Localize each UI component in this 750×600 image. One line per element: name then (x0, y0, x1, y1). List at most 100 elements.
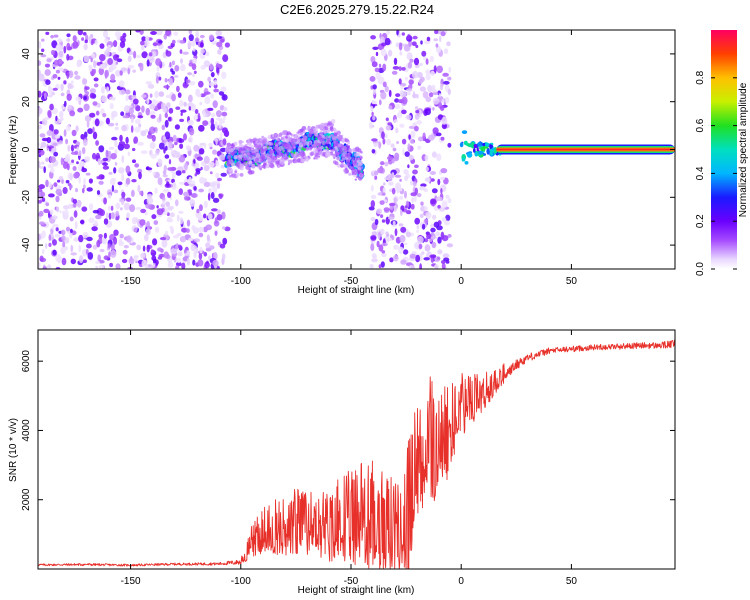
noise-cell (79, 160, 85, 167)
noise-cell (109, 103, 114, 110)
noise-cell (199, 101, 203, 106)
carrier-cell (484, 142, 490, 147)
noise-cell (193, 70, 197, 75)
noise-cell (414, 125, 419, 132)
signal-halo (227, 156, 232, 160)
noise-cell (441, 235, 449, 242)
noise-cell (76, 199, 82, 208)
noise-cell (121, 173, 125, 182)
noise-cell (91, 226, 98, 232)
noise-cell (96, 240, 101, 248)
noise-cell (388, 105, 393, 110)
noise-cell (141, 51, 148, 59)
noise-cell (58, 50, 64, 58)
noise-cell (203, 181, 211, 188)
noise-cell (156, 30, 163, 36)
snr-x-axis: -150 -100 -50 0 50 (121, 330, 577, 587)
noise-cell (441, 116, 448, 125)
noise-cell (401, 96, 408, 105)
noise-cell (222, 138, 227, 146)
noise-cell (441, 217, 447, 222)
signal-halo (324, 126, 329, 131)
noise-cell (204, 96, 211, 105)
noise-cell (98, 264, 105, 269)
noise-cell (159, 237, 167, 241)
noise-cell (404, 76, 408, 81)
noise-cell (175, 261, 182, 267)
noise-cell (61, 257, 67, 266)
noise-cell (411, 71, 419, 79)
spectrogram-y-tick-label: 0 (21, 146, 32, 152)
noise-cell (125, 95, 129, 102)
noise-cell (119, 40, 126, 49)
noise-cell (136, 54, 141, 59)
noise-cell (134, 118, 141, 124)
noise-cell (432, 107, 435, 111)
noise-cell (105, 117, 110, 125)
signal-halo (302, 152, 306, 156)
noise-cell (162, 170, 167, 175)
signal-halo (315, 142, 318, 146)
noise-cell (188, 127, 195, 136)
noise-cell (77, 30, 83, 36)
signal-halo (231, 173, 234, 176)
signal-halo (226, 144, 230, 147)
noise-cell (70, 144, 75, 152)
noise-cell (153, 220, 159, 226)
signal-halo (251, 149, 256, 154)
noise-cell (387, 122, 393, 126)
noise-cell (188, 81, 196, 86)
snr-y-tick-label: 2000 (21, 488, 32, 511)
signal-halo (244, 153, 246, 156)
noise-cell (48, 146, 52, 152)
noise-cell (210, 192, 215, 199)
noise-cell (198, 252, 203, 260)
noise-cell (62, 240, 66, 249)
noise-cell (210, 123, 216, 131)
noise-cell (130, 125, 134, 133)
noise-cell (441, 99, 445, 103)
signal-halo (278, 132, 283, 138)
noise-cell (192, 226, 200, 234)
noise-cell (393, 119, 398, 123)
noise-cell (203, 200, 208, 209)
noise-cell (416, 120, 422, 125)
noise-cell (86, 120, 90, 128)
noise-cell (404, 151, 410, 157)
noise-cell (140, 252, 146, 259)
noise-cell (104, 38, 109, 44)
noise-cell (193, 186, 197, 191)
noise-cell (66, 38, 71, 42)
noise-cell (133, 50, 137, 59)
noise-cell (186, 145, 192, 152)
noise-cell (48, 193, 55, 198)
noise-cell (442, 253, 450, 259)
signal-halo (268, 144, 271, 147)
noise-cell (379, 99, 382, 106)
signal-halo (239, 173, 244, 177)
signal-halo (271, 143, 274, 146)
noise-cell (220, 172, 227, 177)
noise-cell (109, 262, 113, 268)
signal-halo (266, 157, 272, 162)
noise-cell (188, 79, 191, 83)
signal-halo (256, 162, 259, 165)
noise-cell (416, 72, 423, 78)
signal-halo (354, 178, 357, 181)
noise-cell (154, 126, 158, 134)
noise-cell (179, 49, 183, 54)
noise-cell (404, 175, 408, 181)
signal-halo (285, 136, 288, 139)
noise-cell (164, 112, 168, 118)
noise-cell (211, 112, 216, 118)
noise-cell (414, 113, 420, 120)
noise-cell (137, 168, 143, 174)
noise-cell (86, 187, 93, 192)
noise-cell (172, 134, 177, 142)
noise-cell (401, 67, 406, 71)
spectrogram-x-tick-label: 0 (458, 276, 464, 287)
noise-cell (430, 223, 435, 229)
noise-cell (176, 257, 181, 264)
carrier-cell (477, 142, 482, 147)
signal-halo (267, 141, 271, 145)
